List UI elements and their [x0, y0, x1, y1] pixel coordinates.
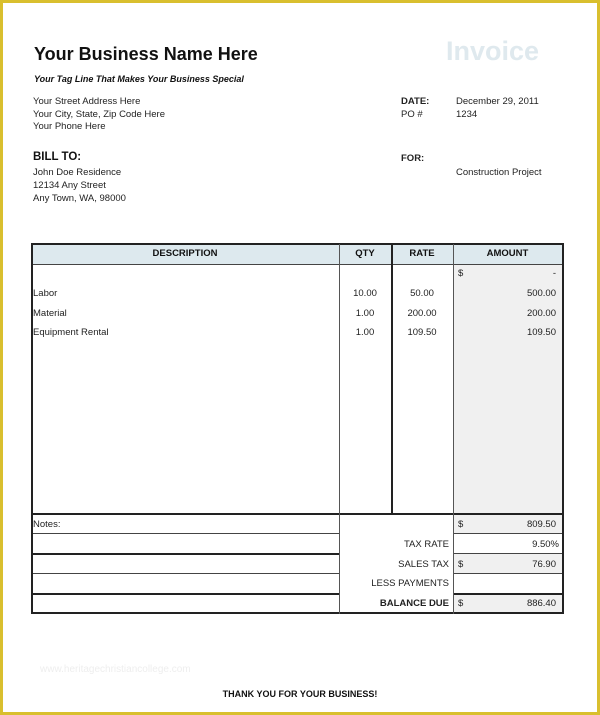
tax-rate-label: TAX RATE — [403, 539, 449, 550]
amount-cell: - — [552, 268, 556, 279]
bill-to-line: John Doe Residence — [33, 167, 122, 178]
address-line: Your Street Address Here — [33, 96, 141, 107]
po-value: 1234 — [456, 109, 478, 120]
address-line: Your Phone Here — [33, 121, 106, 132]
tagline: Your Tag Line That Makes Your Business S… — [34, 74, 244, 84]
divider — [453, 593, 562, 595]
column-header-description: DESCRIPTION — [31, 244, 339, 264]
divider — [31, 593, 339, 595]
bill-to-line: 12134 Any Street — [33, 180, 106, 191]
divider — [31, 264, 563, 265]
currency-symbol: $ — [458, 519, 464, 530]
thank-you-note: THANK YOU FOR YOUR BUSINESS! — [222, 689, 378, 699]
divider — [339, 244, 340, 614]
bill-to-label: BILL TO: — [33, 151, 82, 163]
less-payments-label: LESS PAYMENTS — [371, 578, 449, 589]
description-cell: Material — [33, 308, 67, 319]
bill-to-line: Any Town, WA, 98000 — [33, 193, 126, 204]
sales-tax-fill — [453, 554, 562, 574]
sales-tax-label: SALES TAX — [398, 559, 449, 570]
watermark: www.heritagechristiancollege.com — [40, 664, 191, 675]
column-header-rate: RATE — [391, 244, 453, 264]
divider — [453, 553, 562, 554]
description-cell: Labor — [33, 288, 58, 299]
currency-symbol: $ — [458, 559, 464, 570]
rate-cell: 50.00 — [410, 288, 434, 299]
currency-symbol: $ — [458, 598, 464, 609]
qty-cell: 10.00 — [353, 288, 377, 299]
amount-cell: 500.00 — [526, 288, 556, 299]
business-name: Your Business Name Here — [34, 44, 258, 64]
rate-cell: 200.00 — [407, 308, 437, 319]
divider — [31, 243, 33, 614]
qty-cell: 1.00 — [355, 308, 375, 319]
balance-due-label: BALANCE DUE — [379, 598, 449, 609]
amount-cell: 200.00 — [526, 308, 556, 319]
qty-cell: 1.00 — [355, 327, 375, 338]
divider — [453, 573, 562, 574]
divider — [31, 573, 339, 574]
balance-due-value: 886.40 — [526, 598, 556, 609]
date-label: DATE: — [401, 96, 430, 107]
column-header-qty: QTY — [339, 244, 391, 264]
rate-cell: 109.50 — [407, 327, 437, 338]
currency-symbol: $ — [458, 268, 464, 279]
for-value: Construction Project — [456, 167, 542, 178]
invoice-page: Your Business Name Here Invoice Your Tag… — [3, 3, 597, 712]
amount-column-fill — [453, 264, 562, 514]
notes-label: Notes: — [33, 519, 61, 530]
divider — [31, 612, 563, 614]
divider — [31, 553, 339, 555]
date-value: December 29, 2011 — [456, 96, 539, 107]
amount-cell: 109.50 — [526, 327, 556, 338]
divider — [562, 243, 564, 614]
address-line: Your City, State, Zip Code Here — [33, 109, 166, 120]
divider — [391, 244, 393, 514]
divider — [453, 533, 562, 534]
invoice-title: Invoice — [446, 36, 540, 66]
column-header-amount: AMOUNT — [453, 244, 562, 264]
divider — [31, 243, 563, 245]
divider — [453, 244, 454, 614]
description-cell: Equipment Rental — [33, 327, 109, 338]
sales-tax-value: 76.90 — [532, 559, 556, 570]
po-label: PO # — [401, 109, 423, 120]
balance-fill — [453, 593, 562, 613]
subtotal-value: 809.50 — [526, 519, 556, 530]
tax-rate-value: 9.50% — [532, 539, 559, 550]
divider — [31, 533, 339, 534]
subtotal-fill — [453, 514, 562, 534]
for-label: FOR: — [401, 153, 425, 164]
divider — [31, 513, 563, 515]
